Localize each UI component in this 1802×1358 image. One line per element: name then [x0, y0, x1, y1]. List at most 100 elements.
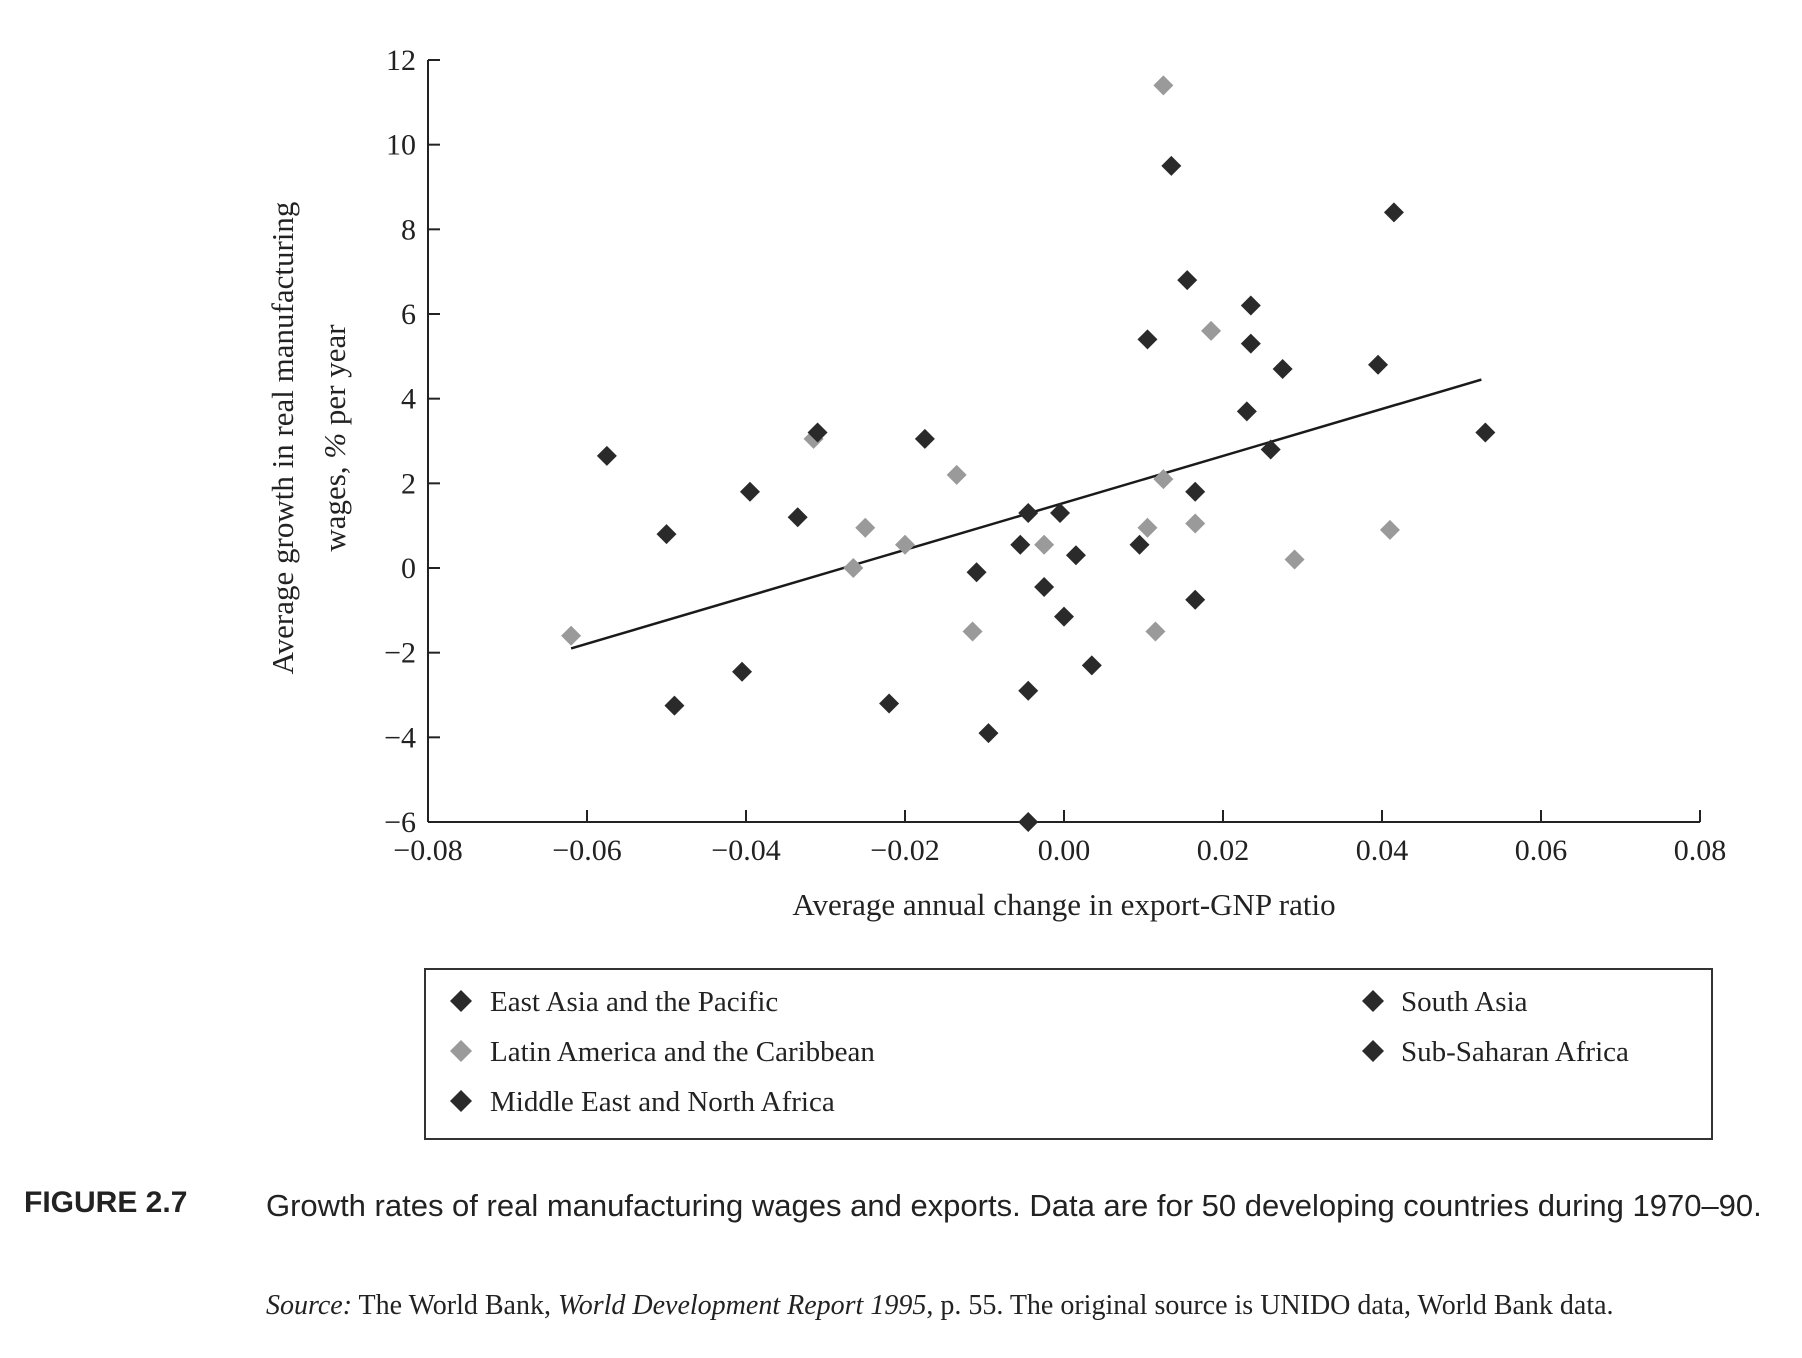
legend-label: Middle East and North Africa	[490, 1086, 835, 1118]
data-point	[855, 517, 876, 538]
legend-label: South Asia	[1401, 986, 1528, 1018]
x-tick-label: 0.02	[1197, 834, 1250, 867]
data-point	[1161, 155, 1182, 176]
y-axis-title-per-year: per year	[317, 324, 352, 433]
y-axis-title-wages: wages,	[317, 459, 352, 552]
data-point	[1081, 655, 1102, 676]
data-point	[1201, 320, 1222, 341]
data-point	[1383, 202, 1404, 223]
data-point	[843, 558, 864, 578]
x-tick-label: 0.04	[1356, 834, 1409, 867]
data-point	[1050, 502, 1071, 523]
source-text-1: The World Bank,	[352, 1290, 558, 1321]
legend-item-sub-saharan-africa: Sub-Saharan Africa	[1362, 1036, 1629, 1068]
data-point	[1236, 401, 1257, 422]
data-point	[962, 621, 983, 642]
legend-diamond-icon	[1362, 1040, 1384, 1062]
data-point	[1065, 545, 1086, 566]
y-axis-title-line2: wages, % per year	[317, 324, 352, 552]
legend-diamond-icon	[450, 990, 472, 1012]
y-axis-title-line1: Average growth in real manufacturing	[265, 202, 300, 675]
x-tick-label: −0.06	[552, 834, 621, 867]
data-point	[1054, 606, 1074, 627]
data-point	[1010, 534, 1031, 555]
y-tick-label: −6	[384, 806, 416, 839]
legend-item-middle-east: Middle East and North Africa	[450, 1086, 835, 1118]
x-tick-label: −0.02	[870, 834, 939, 867]
data-point	[1284, 549, 1305, 570]
x-axis-title: Average annual change in export-GNP rati…	[792, 887, 1335, 922]
data-point	[787, 507, 808, 528]
y-tick-label: 2	[401, 467, 416, 500]
data-point	[1153, 469, 1174, 490]
figure-source: Source: The World Bank, World Developmen…	[266, 1286, 1802, 1326]
y-axis-title: Average growth in real manufacturing wag…	[265, 202, 352, 675]
y-tick-label: 6	[401, 298, 416, 331]
data-point	[1240, 333, 1261, 354]
legend: East Asia and the Pacific Latin America …	[424, 968, 1713, 1140]
data-point	[1379, 519, 1400, 540]
legend-item-south-asia: South Asia	[1362, 986, 1528, 1018]
data-point	[1185, 589, 1206, 610]
data-point	[561, 625, 582, 646]
x-tick-label: 0.00	[1038, 834, 1091, 867]
y-tick-label: 0	[401, 552, 416, 585]
data-point	[739, 481, 760, 502]
data-point	[732, 661, 753, 682]
data-point	[1018, 502, 1039, 523]
legend-label: Sub-Saharan Africa	[1401, 1036, 1629, 1068]
data-point	[895, 534, 915, 555]
data-point	[1018, 680, 1039, 701]
legend-item-latin-america: Latin America and the Caribbean	[450, 1036, 875, 1068]
source-title: World Development Report 1995	[557, 1290, 927, 1321]
y-tick-label: 10	[386, 129, 416, 162]
data-point	[1018, 812, 1039, 832]
legend-diamond-icon	[450, 1040, 472, 1062]
y-tick-label: 4	[401, 383, 416, 416]
source-text-2: , p. 55. The original source is UNIDO da…	[926, 1290, 1614, 1321]
data-point	[1137, 329, 1158, 350]
data-point	[1185, 481, 1206, 502]
data-point	[914, 428, 935, 449]
data-point	[596, 445, 617, 466]
data-point	[656, 524, 677, 545]
x-tick-label: 0.06	[1515, 834, 1568, 867]
points-layer	[561, 75, 1496, 832]
data-point	[879, 693, 900, 714]
y-axis-title-percent: %	[317, 433, 352, 459]
data-point	[1034, 534, 1055, 555]
data-point	[1185, 513, 1206, 534]
x-ticks: −0.08 −0.06 −0.04 −0.02 0.00 0.02 0.04 0.06 0.08	[393, 810, 1726, 867]
legend-box	[424, 968, 1713, 1140]
x-tick-label: 0.08	[1674, 834, 1727, 867]
scatter-chart: −0.08 −0.06 −0.04 −0.02 0.00 0.02 0.04 0.06 0.08…	[265, 44, 1726, 922]
x-tick-label: −0.08	[393, 834, 462, 867]
data-point	[1475, 422, 1496, 443]
data-point	[1129, 534, 1150, 555]
data-point	[978, 723, 999, 744]
figure-caption: Growth rates of real manufacturing wages…	[266, 1188, 1762, 1223]
legend-label: East Asia and the Pacific	[490, 986, 778, 1018]
data-point	[1368, 354, 1389, 375]
data-point	[946, 464, 967, 485]
data-point	[1177, 270, 1198, 291]
data-point	[1260, 439, 1281, 460]
figure-number: FIGURE 2.7	[24, 1186, 188, 1219]
y-tick-label: 12	[386, 44, 416, 77]
data-point	[1240, 295, 1261, 316]
source-label: Source:	[266, 1290, 353, 1321]
data-point	[966, 562, 987, 583]
legend-diamond-icon	[450, 1090, 472, 1112]
data-point	[664, 695, 685, 716]
y-tick-label: −2	[384, 637, 416, 670]
data-point	[807, 422, 828, 443]
y-tick-label: 8	[401, 213, 416, 246]
legend-diamond-icon	[1362, 990, 1384, 1012]
data-point	[1272, 359, 1293, 380]
legend-label: Latin America and the Caribbean	[490, 1036, 875, 1068]
x-tick-label: −0.04	[711, 834, 780, 867]
data-point	[1034, 577, 1055, 598]
data-point	[1145, 621, 1166, 642]
y-ticks: 12 10 8 6 4 2 0 −2 −4 −6	[384, 44, 440, 839]
